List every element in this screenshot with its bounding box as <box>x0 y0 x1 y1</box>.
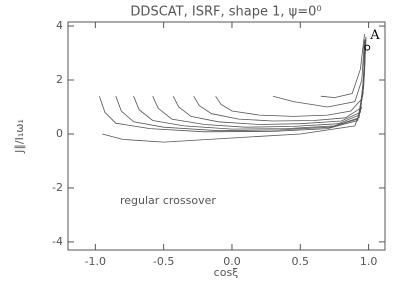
x-tick-label: 0.5 <box>292 255 310 268</box>
y-tick-label: 2 <box>56 73 63 86</box>
x-tick-label: 0.0 <box>223 255 241 268</box>
annotation: regular crossover <box>120 194 216 207</box>
marker-label: A <box>369 28 380 43</box>
trajectory <box>193 36 367 122</box>
trajectory <box>115 42 366 132</box>
x-axis-label: cosξ <box>214 266 239 279</box>
y-tick-label: -2 <box>52 181 63 194</box>
y-tick-label: -4 <box>52 235 63 248</box>
x-tick-label: -0.5 <box>153 255 174 268</box>
y-tick-label: 4 <box>56 19 63 32</box>
x-tick-label: 1.0 <box>360 255 378 268</box>
y-tick-label: 0 <box>56 127 63 140</box>
trajectory <box>102 106 363 143</box>
trajectory <box>320 34 365 99</box>
y-axis-label: J∥/I₁ω₁ <box>13 119 26 154</box>
trajectory <box>215 52 366 117</box>
trajectory <box>133 39 366 130</box>
trajectory <box>272 39 365 108</box>
trajectory <box>172 36 367 125</box>
marker-point <box>364 44 371 51</box>
trajectory <box>99 44 365 133</box>
chart-title: DDSCAT, ISRF, shape 1, ψ=0⁰ <box>130 5 321 20</box>
plot-frame <box>67 21 386 251</box>
x-tick-label: -1.0 <box>85 255 106 268</box>
